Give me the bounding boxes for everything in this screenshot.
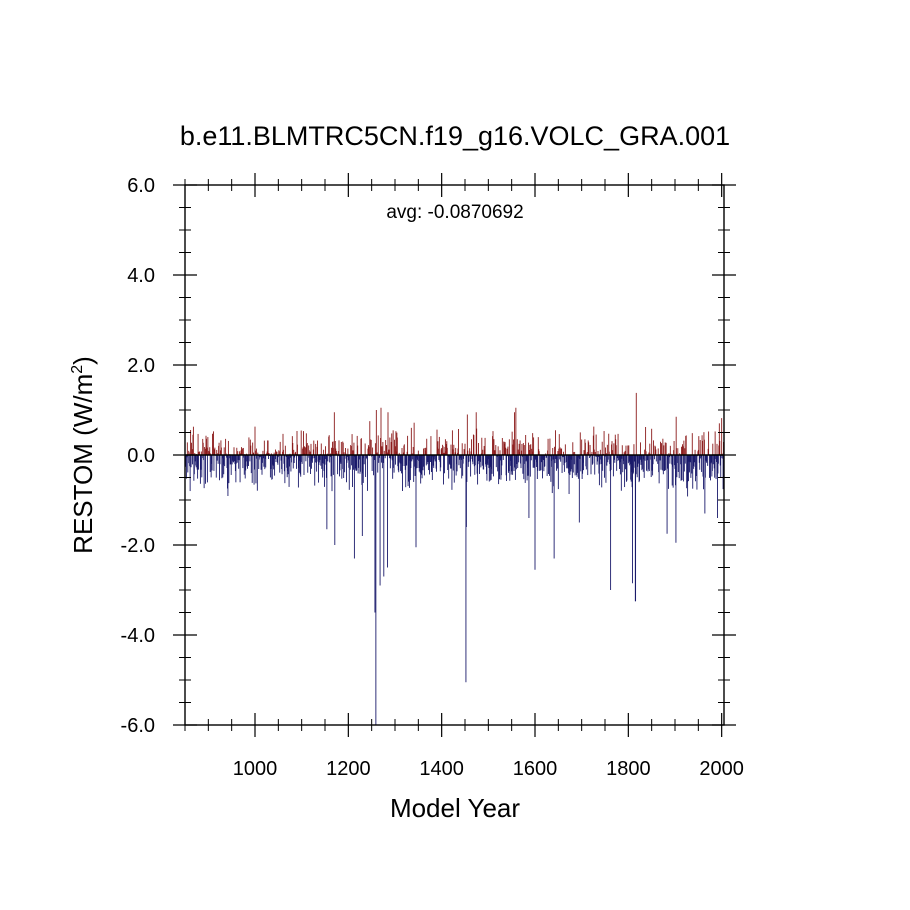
x-tick-label: 2000 (699, 758, 744, 780)
data-bars (184, 392, 725, 725)
y-tick-label: 6.0 (127, 175, 155, 197)
y-axis-label-main: RESTOM (W/m (68, 374, 98, 554)
x-tick-label: 1000 (233, 758, 278, 780)
average-annotation: avg: -0.0870692 (386, 202, 523, 223)
y-axis-label-close: ) (68, 356, 98, 365)
y-tick-label: 2.0 (127, 355, 155, 377)
axes (173, 173, 736, 737)
y-tick-label: -2.0 (121, 535, 155, 557)
y-axis-label: RESTOM (W/m2) (68, 356, 98, 554)
y-tick-label: 4.0 (127, 265, 155, 287)
x-tick-label: 1800 (606, 758, 651, 780)
x-tick-labels: 1000 1200 1400 1600 1800 2000 (233, 758, 744, 780)
y-tick-labels: -6.0 -4.0 -2.0 0.0 2.0 4.0 6.0 (121, 175, 155, 737)
y-tick-label: 0.0 (127, 445, 155, 467)
x-axis-label: Model Year (390, 793, 520, 823)
y-axis-label-superscript: 2 (69, 365, 86, 374)
y-tick-label: -6.0 (121, 715, 155, 737)
y-tick-label: -4.0 (121, 625, 155, 647)
x-tick-label: 1200 (326, 758, 371, 780)
x-tick-label: 1600 (513, 758, 558, 780)
x-tick-label: 1400 (419, 758, 464, 780)
chart-title: b.e11.BLMTRC5CN.f19_g16.VOLC_GRA.001 (180, 121, 730, 151)
